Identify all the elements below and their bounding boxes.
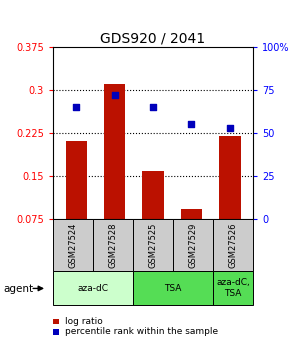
FancyBboxPatch shape xyxy=(133,219,173,271)
Text: GSM27528: GSM27528 xyxy=(108,222,118,268)
Point xyxy=(112,92,117,98)
Text: GSM27526: GSM27526 xyxy=(228,222,238,268)
Text: GSM27525: GSM27525 xyxy=(148,222,158,268)
Text: percentile rank within the sample: percentile rank within the sample xyxy=(65,327,218,336)
Text: TSA: TSA xyxy=(164,284,182,293)
Text: agent: agent xyxy=(3,284,33,294)
FancyBboxPatch shape xyxy=(213,271,253,305)
FancyBboxPatch shape xyxy=(53,271,133,305)
Point xyxy=(74,104,78,110)
FancyBboxPatch shape xyxy=(173,219,213,271)
Bar xyxy=(142,171,164,262)
Title: GDS920 / 2041: GDS920 / 2041 xyxy=(101,31,205,46)
Bar xyxy=(181,209,202,262)
FancyBboxPatch shape xyxy=(93,219,133,271)
Text: aza-dC,
TSA: aza-dC, TSA xyxy=(216,278,250,298)
FancyBboxPatch shape xyxy=(213,219,253,271)
Text: log ratio: log ratio xyxy=(65,317,102,326)
Bar xyxy=(65,141,87,262)
Point xyxy=(151,104,155,110)
Text: aza-dC: aza-dC xyxy=(78,284,108,293)
Text: GSM27524: GSM27524 xyxy=(68,222,78,268)
Bar xyxy=(104,84,125,262)
Point xyxy=(228,125,232,130)
Text: GSM27529: GSM27529 xyxy=(188,222,198,268)
FancyBboxPatch shape xyxy=(53,219,93,271)
Point xyxy=(189,121,194,127)
Bar xyxy=(219,136,241,262)
FancyBboxPatch shape xyxy=(133,271,213,305)
